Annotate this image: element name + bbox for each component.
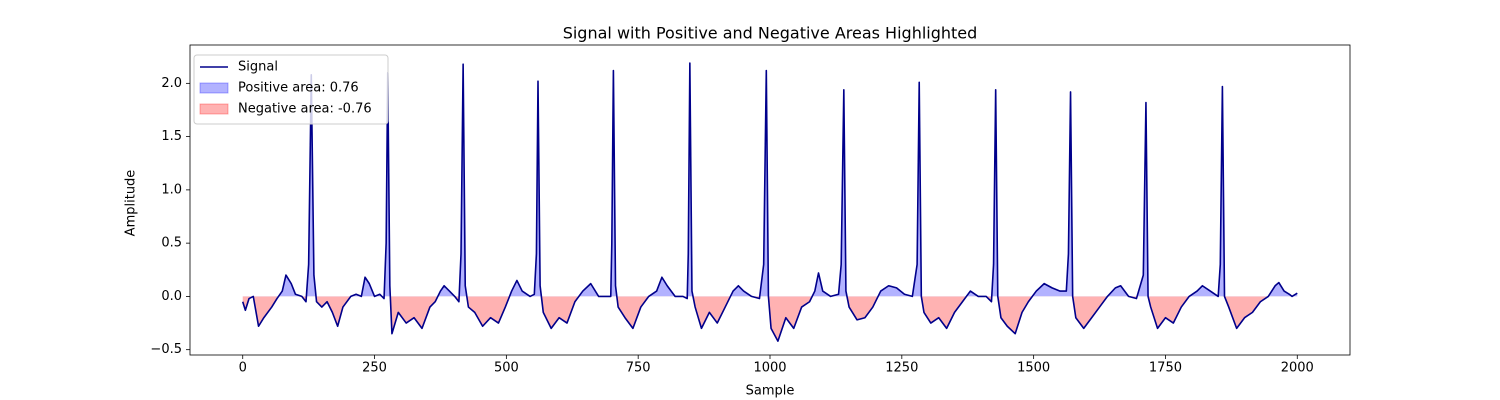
legend-patch (199, 82, 229, 94)
y-tick-label: 0.0 (161, 289, 182, 304)
x-axis-label: Sample (746, 384, 795, 399)
x-tick-label: 1250 (885, 361, 918, 376)
y-tick-label: −0.5 (150, 342, 182, 357)
legend-box (193, 54, 389, 125)
legend-label: Positive area: 0.76 (238, 81, 359, 96)
x-tick-label: 1000 (753, 361, 786, 376)
y-tick-label: 1.0 (161, 182, 182, 197)
legend-label: Signal (238, 60, 278, 75)
y-axis-label: Amplitude (124, 170, 139, 237)
y-tick-label: 0.5 (161, 236, 182, 251)
y-tick-label: 2.0 (161, 76, 182, 91)
x-tick-label: 0 (239, 361, 247, 376)
x-tick-label: 1500 (1017, 361, 1050, 376)
x-tick-label: 500 (494, 361, 519, 376)
x-tick-label: 2000 (1281, 361, 1314, 376)
x-tick-label: 250 (362, 361, 387, 376)
legend-label: Negative area: -0.76 (238, 102, 372, 117)
y-tick-label: 1.5 (161, 129, 182, 144)
chart-title: Signal with Positive and Negative Areas … (563, 24, 978, 43)
x-tick-label: 750 (626, 361, 651, 376)
legend-patch (199, 103, 229, 115)
x-tick-label: 1750 (1149, 361, 1182, 376)
area-fill (242, 296, 1298, 342)
